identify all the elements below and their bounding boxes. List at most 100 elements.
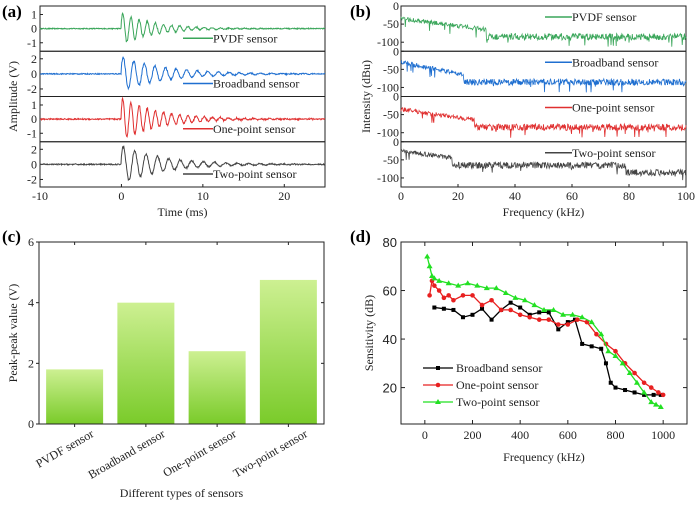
marker-one-point-sensor bbox=[446, 293, 451, 298]
subplot-frame bbox=[400, 5, 687, 52]
marker-one-point-sensor bbox=[536, 317, 542, 322]
marker-one-point-sensor bbox=[660, 392, 666, 398]
y-tick-label: -50 bbox=[383, 153, 399, 167]
panel-d-sensitivity: 0 200 400 600 800 1000 20 40 60 80 Broadband senso… bbox=[362, 235, 688, 464]
y-tick-label: 0 bbox=[393, 0, 399, 13]
marker-one-point-sensor bbox=[546, 317, 552, 322]
marker-two-point-sensor bbox=[426, 263, 433, 269]
marker-broadband-sensor bbox=[518, 305, 523, 310]
spectrum-line-pvdf-sensor bbox=[400, 16, 687, 47]
marker-one-point-sensor bbox=[594, 331, 599, 337]
marker-broadband-sensor bbox=[556, 327, 561, 332]
y-tick-label: -50 bbox=[383, 17, 399, 31]
y-tick-label: -100 bbox=[377, 80, 399, 94]
marker-one-point-sensor bbox=[508, 307, 513, 313]
x-axis-label: Time (ms) bbox=[158, 205, 208, 219]
marker-two-point-sensor bbox=[531, 302, 538, 308]
panel-label-c: (c) bbox=[2, 227, 21, 246]
legend-label: Broadband sensor bbox=[456, 361, 542, 375]
legend-label: Broadband sensor bbox=[213, 77, 299, 91]
marker-one-point-sensor bbox=[470, 293, 475, 298]
x-tick-label: 10 bbox=[197, 189, 209, 203]
marker-broadband-sensor bbox=[580, 341, 585, 346]
legend-label: One-point sensor bbox=[572, 101, 654, 115]
y-tick-label: 0 bbox=[28, 417, 34, 431]
marker-broadband-sensor bbox=[613, 385, 618, 390]
y-tick-label: -1 bbox=[27, 36, 37, 50]
x-tick-label: 40 bbox=[509, 189, 521, 203]
x-tick-label: PVDF sensor bbox=[33, 426, 96, 470]
marker-one-point-sensor bbox=[489, 297, 494, 303]
y-tick-label: -100 bbox=[377, 126, 399, 140]
y-tick-label: 0 bbox=[31, 112, 37, 126]
marker-two-point-sensor bbox=[502, 289, 509, 295]
marker-two-point-sensor bbox=[626, 370, 633, 376]
y-tick-label: -50 bbox=[383, 108, 399, 122]
plot-frame bbox=[38, 241, 325, 425]
legend-marker bbox=[435, 399, 441, 404]
marker-one-point-sensor bbox=[479, 302, 485, 308]
legend-label: One-point sensor bbox=[456, 378, 538, 392]
marker-broadband-sensor bbox=[480, 306, 485, 311]
x-tick-label: -10 bbox=[32, 189, 48, 203]
marker-one-point-sensor bbox=[441, 295, 447, 301]
marker-broadband-sensor bbox=[589, 344, 594, 349]
marker-two-point-sensor bbox=[541, 306, 547, 312]
panel-label-b: (b) bbox=[350, 2, 371, 21]
panel-b-spectra: 0 -50 -100 PVDF sensor 0 -50 -100 Broadband sen… bbox=[359, 0, 695, 219]
x-tick-label: 1000 bbox=[651, 428, 675, 442]
legend-label: Broadband sensor bbox=[572, 55, 658, 69]
marker-two-point-sensor bbox=[641, 389, 648, 395]
marker-two-point-sensor bbox=[431, 275, 438, 281]
marker-two-point-sensor bbox=[512, 294, 519, 300]
marker-one-point-sensor bbox=[648, 385, 654, 390]
marker-broadband-sensor bbox=[441, 306, 446, 311]
marker-two-point-sensor bbox=[445, 280, 452, 286]
subplot-frame bbox=[400, 141, 687, 188]
x-axis-label: Frequency (kHz) bbox=[503, 450, 585, 464]
marker-two-point-sensor bbox=[569, 311, 576, 317]
legend-label: Two-point sensor bbox=[213, 167, 296, 181]
marker-broadband-sensor bbox=[470, 312, 475, 317]
x-tick-label: 0 bbox=[422, 428, 428, 442]
bar-pvdf-sensor bbox=[46, 369, 104, 424]
marker-broadband-sensor bbox=[565, 320, 570, 325]
y-tick-label: 2 bbox=[31, 142, 37, 156]
marker-broadband-sensor bbox=[608, 380, 613, 385]
bar-broadband-sensor bbox=[117, 302, 175, 424]
marker-broadband-sensor bbox=[599, 346, 604, 351]
marker-one-point-sensor bbox=[565, 322, 571, 327]
y-tick-label: 0 bbox=[393, 44, 399, 58]
marker-two-point-sensor bbox=[436, 277, 443, 283]
marker-broadband-sensor bbox=[432, 305, 437, 310]
marker-broadband-sensor bbox=[527, 312, 532, 317]
marker-broadband-sensor bbox=[508, 300, 513, 305]
y-tick-label: 6 bbox=[28, 235, 34, 249]
marker-one-point-sensor bbox=[632, 370, 637, 376]
x-tick-label: Two-point sensor bbox=[231, 426, 310, 480]
y-tick-label: 20 bbox=[383, 381, 397, 396]
marker-two-point-sensor bbox=[619, 360, 626, 366]
y-tick-label: 40 bbox=[383, 332, 397, 347]
marker-two-point-sensor bbox=[588, 319, 595, 325]
y-tick-label: 0 bbox=[31, 67, 37, 81]
y-tick-label: 0 bbox=[31, 22, 37, 36]
marker-two-point-sensor bbox=[428, 272, 435, 278]
x-tick-label: 600 bbox=[559, 428, 577, 442]
signal-line-broadband-sensor bbox=[40, 56, 326, 91]
x-tick-label: 400 bbox=[511, 428, 529, 442]
marker-one-point-sensor bbox=[613, 348, 618, 354]
x-tick-label: Broadband sensor bbox=[86, 426, 168, 481]
x-tick-label: 800 bbox=[607, 428, 625, 442]
marker-two-point-sensor bbox=[598, 331, 605, 337]
marker-one-point-sensor bbox=[460, 293, 466, 298]
y-tick-label: -100 bbox=[377, 35, 399, 49]
y-tick-label: 0 bbox=[393, 90, 399, 104]
plot-frame bbox=[400, 241, 688, 425]
marker-one-point-sensor bbox=[436, 288, 442, 293]
marker-broadband-sensor bbox=[651, 392, 656, 397]
marker-two-point-sensor bbox=[483, 285, 490, 291]
marker-two-point-sensor bbox=[633, 379, 640, 385]
marker-broadband-sensor bbox=[572, 317, 577, 322]
